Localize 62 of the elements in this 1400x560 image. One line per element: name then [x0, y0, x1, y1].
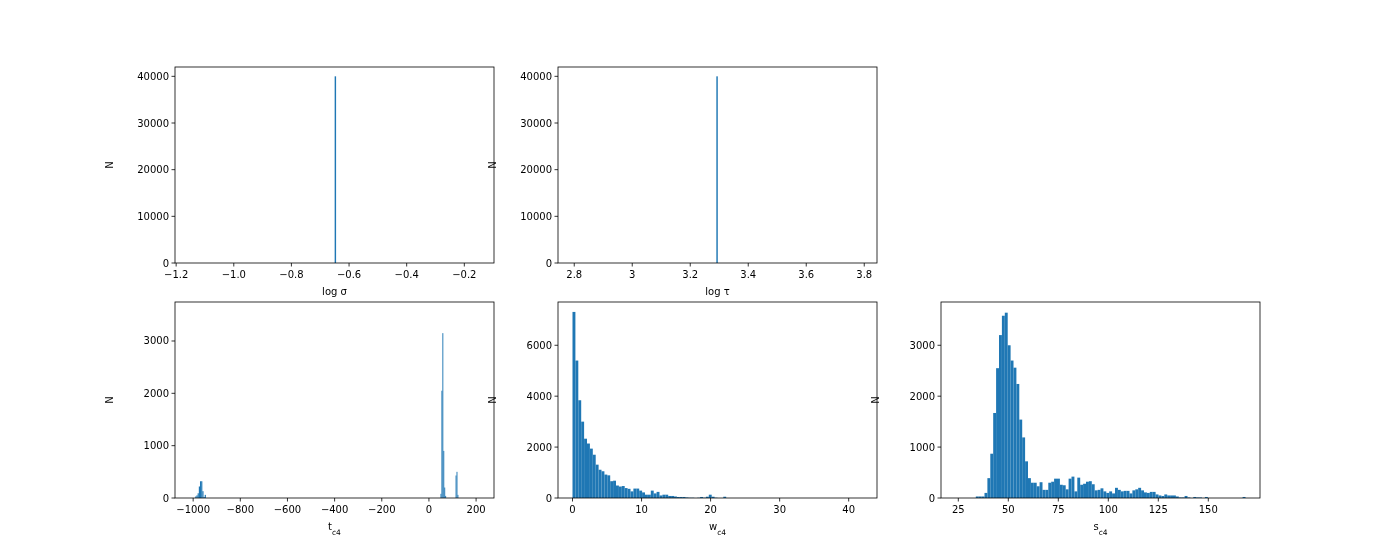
x-tick-label: 2.8: [566, 269, 583, 280]
x-tick-label: −1.0: [221, 269, 246, 280]
x-axis-title: w$_{c4}$: [708, 521, 727, 537]
x-tick-label: −0.4: [394, 269, 419, 280]
x-tick-label: 10: [635, 504, 648, 515]
y-tick-label: 3000: [909, 339, 935, 351]
x-tick-label: 100: [1098, 504, 1118, 515]
y-axis-title: N: [870, 396, 881, 404]
y-tick-label: 0: [545, 257, 552, 269]
x-tick-label: −1.2: [164, 269, 189, 280]
x-tick-label: 0: [425, 504, 433, 515]
y-tick-label: 2000: [909, 390, 935, 402]
x-tick-label: 3.6: [798, 269, 815, 280]
y-axis-title: N: [104, 396, 115, 404]
x-tick-label: 3.8: [856, 269, 873, 280]
y-tick-label: 10000: [520, 210, 552, 222]
x-tick-label: 200: [466, 504, 486, 515]
y-tick-label: 2000: [526, 441, 552, 453]
x-axis-title: log σ: [322, 286, 348, 297]
x-axis-title: log τ: [705, 286, 730, 297]
x-tick-label: 20: [704, 504, 717, 515]
y-tick-label: 0: [545, 492, 552, 504]
y-tick-label: 30000: [137, 117, 169, 129]
x-tick-label: 3.2: [682, 269, 699, 280]
x-axis-title: t$_{c4}$: [328, 521, 342, 537]
x-tick-label: 75: [1051, 504, 1065, 515]
x-tick-label: −800: [226, 504, 255, 515]
y-tick-label: 30000: [520, 117, 552, 129]
y-tick-label: 0: [928, 492, 935, 504]
y-tick-label: 20000: [520, 164, 552, 176]
x-tick-label: 50: [1001, 504, 1015, 515]
x-tick-label: 125: [1148, 504, 1168, 515]
x-tick-label: 150: [1198, 504, 1218, 515]
x-tick-label: 40: [842, 504, 856, 515]
y-axis-title: N: [487, 161, 498, 169]
y-tick-label: 0: [162, 257, 169, 269]
y-axis-title: N: [487, 396, 498, 404]
y-tick-label: 1000: [143, 440, 169, 452]
y-tick-label: 20000: [137, 164, 169, 176]
x-tick-label: 3.4: [740, 269, 757, 280]
x-tick-label: −600: [273, 504, 302, 515]
x-tick-label: −0.6: [336, 269, 362, 280]
y-tick-label: 2000: [143, 387, 169, 399]
x-tick-label: −1000: [176, 504, 211, 515]
y-tick-label: 3000: [143, 335, 169, 347]
y-tick-label: 0: [162, 492, 169, 504]
x-tick-label: −0.8: [279, 269, 304, 280]
x-tick-label: −200: [368, 504, 396, 515]
y-axis-title: N: [104, 161, 115, 169]
x-tick-label: 3: [629, 269, 636, 280]
y-tick-label: 4000: [526, 390, 552, 402]
x-tick-label: 0: [569, 504, 576, 515]
x-tick-label: −400: [320, 504, 349, 515]
y-tick-label: 40000: [520, 70, 552, 82]
y-tick-label: 10000: [137, 210, 169, 222]
x-tick-label: 25: [951, 504, 965, 515]
x-tick-label: −0.2: [452, 269, 477, 280]
y-tick-label: 6000: [526, 339, 552, 351]
y-tick-label: 1000: [909, 441, 935, 453]
y-tick-label: 40000: [137, 70, 169, 82]
x-axis-title: s$_{c4}$: [1093, 521, 1108, 537]
x-tick-label: 30: [773, 504, 787, 515]
